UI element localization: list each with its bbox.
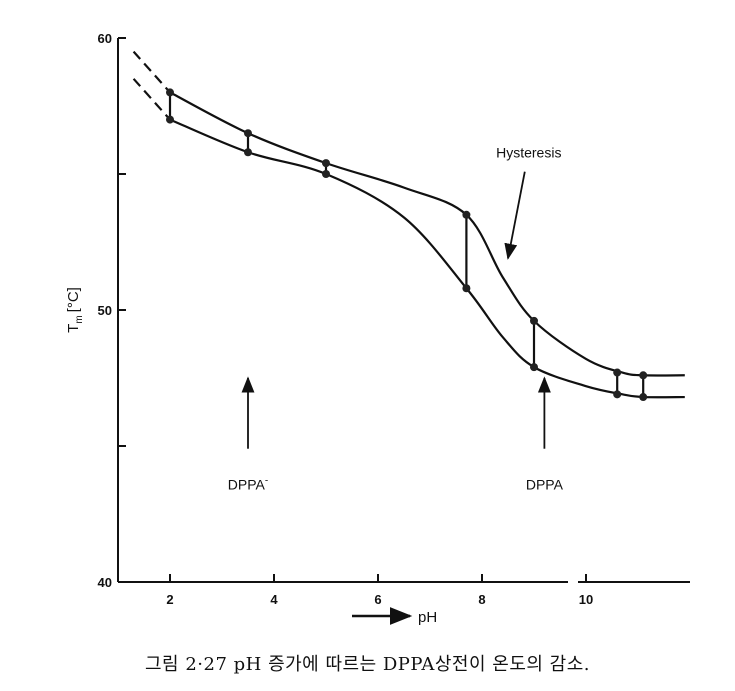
x-tick-label: 4	[270, 592, 278, 607]
hysteresis-point-upper	[613, 368, 622, 377]
y-axis-subscript: m	[74, 315, 85, 323]
annotation-superscript: -	[265, 476, 268, 487]
hysteresis-point-lower	[530, 363, 538, 372]
y-axis-title: Tm [°C]	[65, 287, 85, 333]
y-tick-label: 40	[98, 575, 112, 590]
annotation-label: DPPA-	[228, 476, 268, 493]
hysteresis-point-upper	[166, 88, 174, 97]
annotation-label: Hysteresis	[496, 145, 561, 161]
x-tick-label: 10	[579, 592, 593, 607]
y-tick-label: 50	[98, 303, 112, 318]
series-1-line	[169, 91, 685, 377]
x-tick-label: 8	[478, 592, 485, 607]
series-2-dashed-segment	[132, 78, 171, 121]
hysteresis-point-lower	[613, 390, 622, 399]
series-2-line	[169, 118, 685, 399]
y-axis-unit: [°C]	[65, 287, 82, 312]
hysteresis-point-upper	[244, 129, 252, 138]
hysteresis-point-upper	[530, 316, 538, 325]
hysteresis-point-lower	[639, 393, 648, 402]
x-tick-label: 6	[374, 592, 381, 607]
hysteresis-point-upper	[322, 159, 330, 168]
hysteresis-point-lower	[322, 170, 330, 178]
hysteresis-point-upper	[462, 210, 471, 219]
x-axis-title: pH	[418, 609, 437, 626]
figure-caption: 그림 2·27 pH 증가에 따르는 DPPA상전이 온도의 감소.	[144, 654, 591, 675]
hysteresis-point-lower	[166, 115, 174, 124]
annotation-arrow	[504, 171, 526, 260]
y-axis-symbol: T	[65, 324, 82, 333]
x-tick-label: 2	[166, 592, 173, 607]
annotation-label: DPPA	[526, 477, 564, 493]
y-tick-label: 60	[98, 31, 112, 46]
hysteresis-point-lower	[244, 148, 252, 157]
tm-vs-ph-chart: 2 4 6 8 10 40 50 60 Hysteresis DPPA- DPPA Tm [°C] pH	[65, 31, 690, 626]
hysteresis-point-upper	[639, 371, 648, 380]
hysteresis-point-lower	[462, 284, 471, 293]
